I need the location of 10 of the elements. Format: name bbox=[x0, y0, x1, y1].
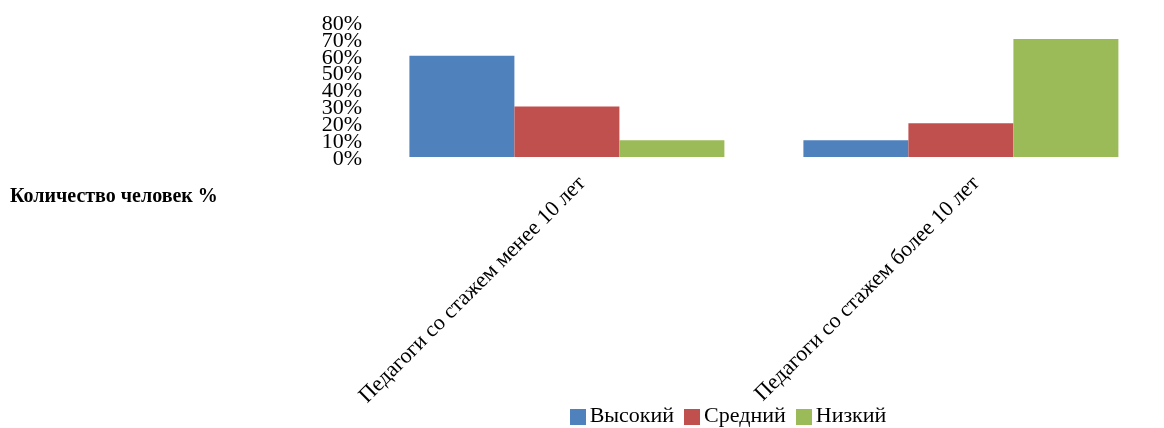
bar bbox=[619, 140, 725, 157]
bar bbox=[1013, 38, 1119, 157]
text: Количество человек % bbox=[10, 184, 218, 207]
bar bbox=[908, 123, 1014, 157]
legend-label: Высокий bbox=[589, 402, 675, 427]
legend-label: Средний bbox=[704, 402, 786, 427]
bar bbox=[409, 55, 515, 157]
legend-label: Низкий bbox=[815, 402, 887, 427]
bar bbox=[803, 140, 909, 157]
bar bbox=[514, 106, 620, 157]
